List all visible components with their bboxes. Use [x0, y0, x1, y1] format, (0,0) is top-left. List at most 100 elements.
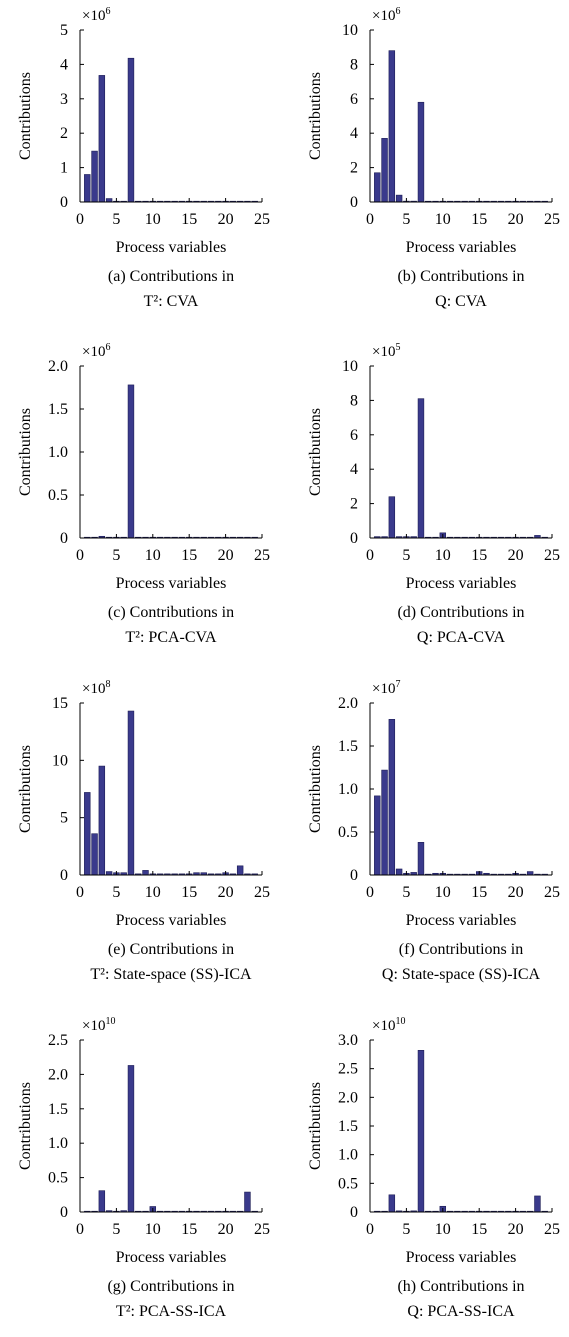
y-tick-label: 6: [350, 427, 358, 444]
bar-e-var-4: [105, 871, 113, 876]
x-tick-label: 0: [76, 884, 84, 901]
x-tick-label: 25: [544, 547, 560, 564]
x-tick-label: 10: [145, 1221, 161, 1238]
y-tick-label: 0: [60, 867, 68, 884]
y-tick-label: 3: [60, 91, 68, 108]
x-axis-label: Process variables: [406, 1249, 517, 1266]
x-tick-label: 25: [254, 211, 270, 228]
y-tick-label: 1.0: [48, 1135, 68, 1152]
chart-panel-d: 0 5 10 15 20 250246810×105ContributionsProces…: [307, 342, 560, 646]
multiplier-base: ×10: [82, 681, 105, 697]
x-tick-label: 20: [218, 884, 234, 901]
y-tick-label: 5: [60, 810, 68, 827]
y-tick-label: 1.5: [48, 1101, 68, 1118]
axis-multiplier: ×105: [372, 342, 400, 360]
x-tick-label: 0: [366, 1221, 374, 1238]
bar-e-var-9: [142, 870, 149, 876]
bar-a-var-2: [91, 150, 98, 203]
y-axis-label: Contributions: [17, 72, 34, 160]
x-tick-label: 10: [145, 547, 161, 564]
x-tick-label: 15: [471, 211, 487, 228]
y-axis-label: Contributions: [307, 745, 324, 833]
x-tick-label: 10: [435, 547, 451, 564]
axis-multiplier: ×106: [82, 6, 110, 24]
x-tick-label: 5: [112, 884, 120, 901]
x-tick-label: 20: [218, 547, 234, 564]
multiplier-base: ×10: [82, 8, 105, 24]
bar-h-var-7: [417, 1050, 425, 1213]
x-axis-label: Process variables: [406, 239, 517, 256]
caption-line-1: (b) Contributions in: [397, 268, 524, 285]
y-tick-label: 2: [60, 125, 68, 142]
x-tick-label: 5: [112, 1221, 120, 1238]
bar-e-var-1: [84, 792, 91, 876]
caption-line-1: (h) Contributions in: [397, 1278, 524, 1295]
bar-g-var-3: [98, 1190, 106, 1213]
x-tick-label: 25: [254, 547, 270, 564]
caption-line-2: Q: PCA-SS-ICA: [407, 1303, 515, 1320]
y-tick-label: 3.0: [338, 1032, 358, 1049]
y-tick-label: 1.5: [338, 738, 358, 755]
y-tick-label: 0.5: [48, 487, 68, 504]
x-tick-label: 25: [254, 1221, 270, 1238]
bar-a-var-1: [84, 174, 91, 203]
x-tick-label: 10: [145, 211, 161, 228]
y-tick-label: 0.5: [338, 824, 358, 841]
x-tick-label: 20: [508, 211, 524, 228]
y-tick-label: 0: [350, 530, 358, 547]
y-tick-label: 8: [350, 56, 358, 73]
y-tick-label: 2.0: [48, 1066, 68, 1083]
bar-f-var-7: [417, 842, 425, 876]
multiplier-base: ×10: [372, 344, 395, 360]
y-tick-label: 1.0: [338, 781, 358, 798]
multiplier-exponent: 10: [105, 1016, 115, 1027]
x-axis-label: Process variables: [116, 575, 227, 592]
x-tick-label: 15: [471, 1221, 487, 1238]
bar-f-var-3: [388, 719, 396, 876]
multiplier-base: ×10: [372, 681, 395, 697]
x-tick-label: 0: [76, 547, 84, 564]
x-axis-label: Process variables: [116, 1249, 227, 1266]
multiplier-exponent: 10: [395, 1016, 405, 1027]
axis-multiplier: ×1010: [82, 1016, 115, 1034]
bar-h-var-3: [388, 1194, 396, 1213]
x-tick-label: 5: [402, 884, 410, 901]
bar-a-var-4: [105, 198, 113, 203]
chart-panel-a: 0 5 10 15 20 25 0 1 2 3 4 5 ×106 Contributions Process…: [17, 6, 270, 310]
bar-f-var-22: [526, 871, 534, 876]
x-tick-label: 5: [402, 211, 410, 228]
y-tick-label: 4: [60, 56, 68, 73]
x-tick-label: 10: [145, 884, 161, 901]
chart-panel-h: 0 5 10 15 20 2500.51.01.52.02.53.0×1010Contri…: [307, 1016, 560, 1320]
axis-multiplier: ×106: [372, 6, 400, 24]
bar-b-var-7: [417, 101, 425, 203]
x-tick-label: 15: [471, 884, 487, 901]
x-tick-label: 0: [366, 211, 374, 228]
y-axis-label: Contributions: [307, 72, 324, 160]
bar-g-var-23: [244, 1191, 251, 1213]
multiplier-exponent: 6: [105, 342, 110, 353]
x-tick-label: 20: [218, 1221, 234, 1238]
bar-e-var-2: [91, 833, 98, 876]
x-tick-label: 15: [471, 547, 487, 564]
y-tick-label: 4: [350, 461, 358, 478]
caption-line-1: (g) Contributions in: [107, 1278, 234, 1295]
x-tick-label: 0: [366, 547, 374, 564]
y-axis-label: Contributions: [17, 408, 34, 496]
y-tick-label: 2: [350, 496, 358, 513]
caption-line-1: (f) Contributions in: [399, 941, 523, 958]
bar-b-var-2: [381, 138, 388, 203]
y-tick-label: 0: [60, 530, 68, 547]
x-tick-label: 10: [435, 211, 451, 228]
x-tick-label: 20: [218, 211, 234, 228]
bar-f-var-4: [395, 868, 403, 876]
multiplier-base: ×10: [82, 1018, 105, 1034]
caption-line-2: T²: PCA-SS-ICA: [116, 1303, 227, 1320]
multiplier-exponent: 7: [395, 679, 400, 690]
x-tick-label: 0: [366, 884, 374, 901]
y-tick-label: 0: [350, 194, 358, 211]
caption-line-2: Q: CVA: [435, 293, 487, 310]
y-tick-label: 1: [60, 160, 68, 177]
x-tick-label: 5: [112, 211, 120, 228]
